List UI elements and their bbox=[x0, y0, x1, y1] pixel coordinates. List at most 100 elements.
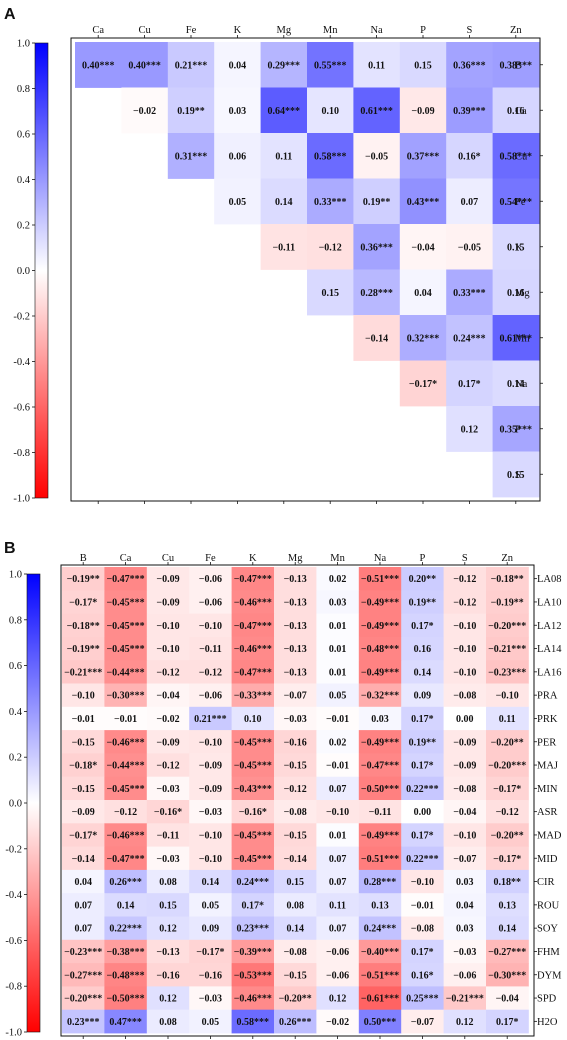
panel-a-plot-frame bbox=[70, 37, 541, 502]
panel-b-cell-label: 0.26*** bbox=[279, 1017, 312, 1028]
panel-b-cell-label: −0.09 bbox=[453, 737, 476, 748]
panel-b-cell bbox=[146, 753, 190, 778]
panel-a-cell bbox=[307, 87, 354, 134]
panel-a-cell bbox=[492, 178, 540, 225]
panel-a-cell bbox=[399, 133, 447, 179]
panel-b-row-label: LA08 bbox=[537, 574, 562, 585]
panel-b-cell bbox=[358, 590, 402, 614]
panel-b-cell-label: −0.13 bbox=[284, 597, 307, 608]
panel-b-cell-label: −0.20** bbox=[491, 830, 524, 841]
panel-a-cell bbox=[353, 42, 401, 88]
panel-b-cell bbox=[274, 869, 317, 894]
panel-b-cell-label: −0.47*** bbox=[234, 667, 272, 678]
panel-b-cell-label: −0.12 bbox=[156, 667, 179, 678]
panel-a-cell bbox=[260, 224, 308, 270]
panel-b-cell bbox=[486, 963, 529, 987]
panel-b-cell bbox=[231, 963, 275, 987]
panel-b-cell bbox=[443, 1009, 487, 1034]
panel-b-cell bbox=[443, 939, 487, 964]
panel-a-cell bbox=[399, 269, 447, 316]
panel-b-cell-label: −0.07 bbox=[411, 1017, 434, 1028]
panel-b-cell-label: 0.07 bbox=[329, 877, 347, 888]
panel-b-cell-label: 0.58*** bbox=[237, 1017, 270, 1028]
panel-b-cell-label: −0.46*** bbox=[106, 737, 144, 748]
panel-b-cell-label: 0.11 bbox=[329, 900, 346, 911]
panel-b-cell-label: −0.49*** bbox=[361, 621, 399, 632]
panel-b-cell bbox=[443, 846, 487, 871]
panel-b-cell bbox=[316, 823, 360, 847]
panel-b-cell bbox=[401, 1009, 444, 1034]
panel-b-cell bbox=[486, 683, 529, 708]
panel-b-cell bbox=[443, 706, 487, 731]
panel-b-cell bbox=[401, 683, 444, 708]
panel-b-cell bbox=[104, 986, 148, 1011]
panel-b-cell-label: −0.13 bbox=[284, 621, 307, 632]
panel-b-cell bbox=[316, 590, 360, 614]
panel-b-cell-label: −0.21*** bbox=[488, 644, 526, 655]
panel-b-cell-label: −0.46*** bbox=[106, 830, 144, 841]
panel-a-cell-label: 0.21*** bbox=[175, 60, 208, 71]
panel-b-cell-label: 0.20** bbox=[409, 574, 437, 585]
panel-a-cell bbox=[446, 42, 493, 88]
panel-a-cell-label: 0.40*** bbox=[128, 60, 161, 71]
panel-b-cell-label: −0.51*** bbox=[361, 854, 399, 865]
panel-b-cell bbox=[62, 660, 105, 684]
panel-b-cell bbox=[231, 986, 275, 1011]
panel-a-cell bbox=[399, 42, 447, 88]
panel-b-cell bbox=[274, 1009, 317, 1034]
panel-b-colorbar-tick-label: 0.8 bbox=[9, 615, 22, 626]
panel-a-cell-label: −0.17* bbox=[409, 379, 437, 390]
panel-b-cell bbox=[231, 776, 275, 801]
panel-b-cell-label: 0.07 bbox=[74, 900, 92, 911]
panel-b-cell bbox=[401, 660, 444, 684]
panel-b-cell bbox=[146, 823, 190, 847]
panel-b-cell-label: −0.47*** bbox=[234, 574, 272, 585]
panel-b-cell bbox=[486, 916, 529, 941]
panel-a-cell-label: 0.17* bbox=[458, 379, 481, 390]
panel-b-cell bbox=[358, 800, 402, 824]
panel-b-cell bbox=[189, 963, 232, 987]
panel-b-cell-label: −0.02 bbox=[326, 1017, 349, 1028]
panel-b-cell bbox=[104, 590, 148, 614]
panel-b-cell bbox=[316, 567, 360, 591]
panel-a-cell-label: 0.61*** bbox=[500, 333, 533, 344]
panel-a-cell bbox=[492, 315, 540, 361]
panel-b-cell bbox=[316, 613, 360, 638]
panel-a-cell bbox=[307, 133, 354, 179]
panel-b-cell-label: 0.01 bbox=[329, 621, 347, 632]
panel-b-cell-label: −0.07 bbox=[284, 691, 307, 702]
panel-a-cell bbox=[399, 87, 447, 134]
panel-b-cell bbox=[231, 660, 275, 684]
panel-b-cell bbox=[316, 753, 360, 778]
panel-a-cell-label: 0.33*** bbox=[314, 197, 347, 208]
panel-b-cell-label: −0.10 bbox=[453, 667, 476, 678]
panel-b-colorbar-tick-label: 1.0 bbox=[9, 570, 22, 581]
panel-a-cell-label: 0.33*** bbox=[453, 288, 486, 299]
panel-a-cell bbox=[353, 87, 401, 134]
panel-b-row-label: MAD bbox=[537, 830, 562, 841]
panel-a-cell-label: −0.09 bbox=[411, 106, 434, 117]
panel-b-cell bbox=[401, 776, 444, 801]
panel-b-cell-label: −0.14 bbox=[284, 854, 307, 865]
panel-b-cell bbox=[62, 846, 105, 871]
panel-b-cell bbox=[443, 660, 487, 684]
panel-b-cell bbox=[358, 846, 402, 871]
panel-a-cell bbox=[446, 406, 493, 452]
panel-b-column-label: Fe bbox=[205, 553, 216, 564]
panel-b-colorbar-tick-label: -0.8 bbox=[5, 982, 22, 993]
panel-b-cell bbox=[443, 753, 487, 778]
panel-b-cell-label: 0.19** bbox=[409, 737, 437, 748]
panel-b-cell-label: 0.04 bbox=[456, 900, 474, 911]
panel-b-cell-label: 0.14 bbox=[202, 877, 220, 888]
panel-b-cell-label: −0.32*** bbox=[361, 691, 399, 702]
panel-b-cell-label: −0.10 bbox=[326, 807, 349, 818]
panel-a-cell bbox=[167, 87, 215, 134]
panel-b-cell bbox=[316, 730, 360, 754]
panel-b-cell bbox=[274, 590, 317, 614]
panel-b-cell-label: 0.12 bbox=[159, 924, 177, 935]
panel-a-cell bbox=[167, 133, 215, 179]
panel-b-cell-label: −0.45*** bbox=[106, 644, 144, 655]
panel-b-cell bbox=[443, 683, 487, 708]
panel-b-cell-label: −0.01 bbox=[411, 900, 434, 911]
panel-b-cell bbox=[62, 730, 105, 754]
